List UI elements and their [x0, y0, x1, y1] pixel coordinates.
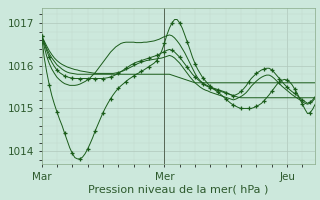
X-axis label: Pression niveau de la mer( hPa ): Pression niveau de la mer( hPa ) — [88, 184, 268, 194]
